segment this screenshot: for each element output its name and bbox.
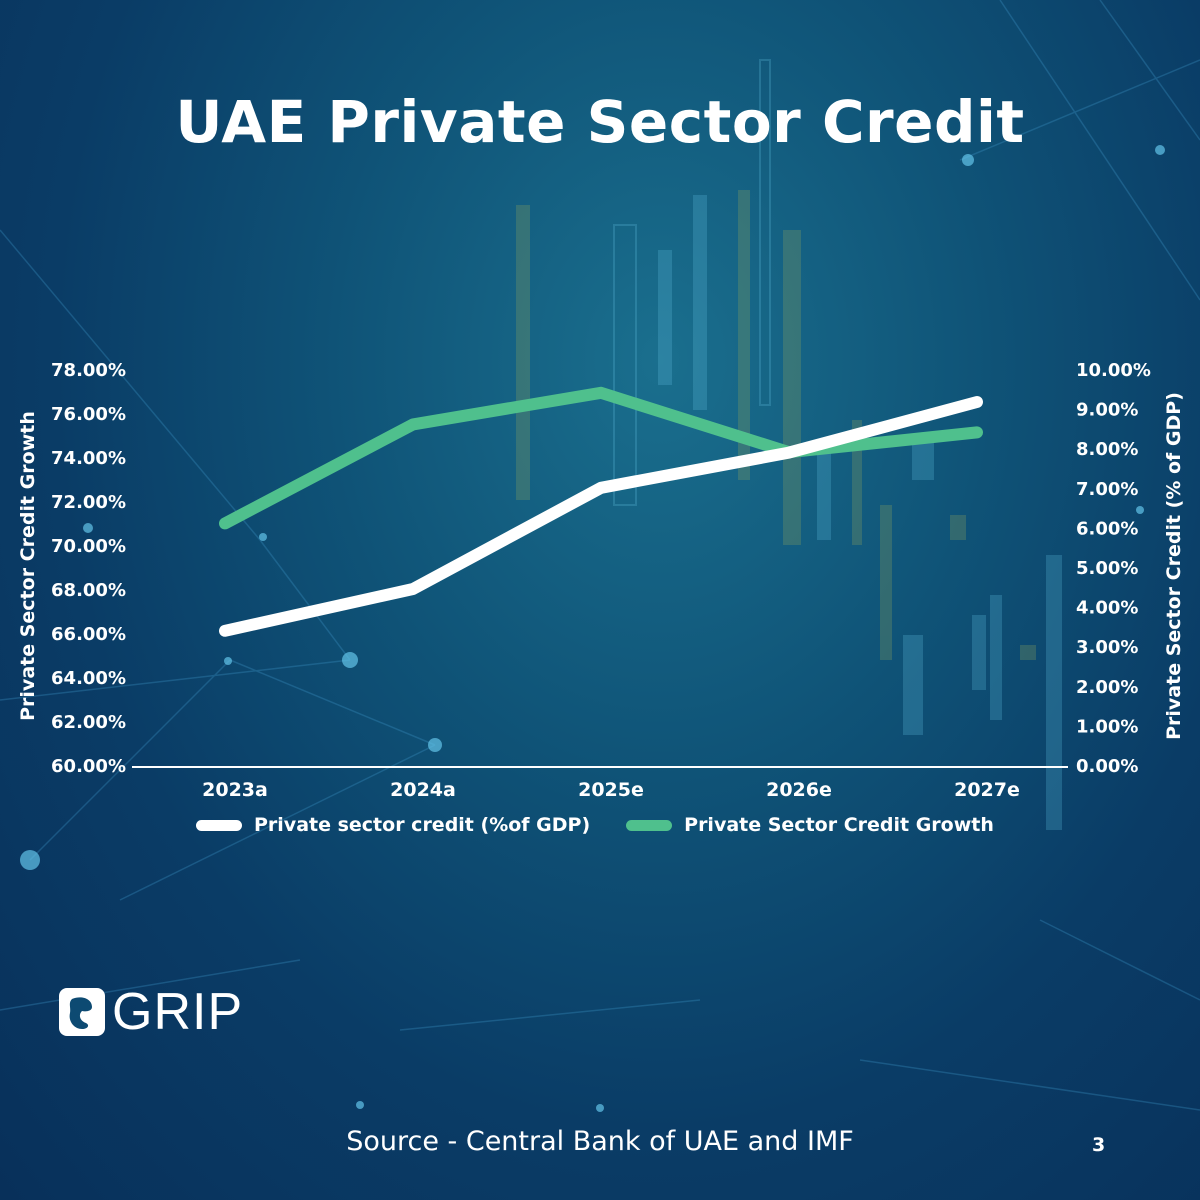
left-tick-label: 76.00% [51,404,126,425]
right-tick-label: 5.00% [1076,558,1138,579]
left-tick-label: 72.00% [51,492,126,513]
legend-item-credit-gdp: Private sector credit (%of GDP) [196,814,590,836]
x-tick-label: 2024a [390,779,456,801]
right-tick-label: 9.00% [1076,400,1138,421]
right-tick-label: 8.00% [1076,439,1138,460]
right-axis-label: Private Sector Credit (% of GDP) [1163,392,1185,740]
x-tick-label: 2027e [954,779,1020,801]
x-tick-label: 2023a [202,779,268,801]
x-tick-label: 2026e [766,779,832,801]
series-line-credit-growth [219,386,983,530]
grip-logo-text: GRIP [112,983,244,1041]
left-tick-label: 62.00% [51,712,126,733]
chart-legend: Private sector credit (%of GDP) Private … [196,814,1030,836]
left-tick-label: 70.00% [51,536,126,557]
left-axis-ticks: 78.00% 76.00% 74.00% 72.00% 70.00% 68.00% 66.0… [51,360,126,777]
left-tick-label: 66.00% [51,624,126,645]
left-tick-label: 64.00% [51,668,126,689]
right-tick-label: 7.00% [1076,479,1138,500]
left-tick-label: 68.00% [51,580,126,601]
source-note: Source - Central Bank of UAE and IMF [346,1126,854,1157]
legend-swatch-credit-gdp [196,819,242,831]
right-tick-label: 4.00% [1076,598,1138,619]
legend-label-credit-gdp: Private sector credit (%of GDP) [254,814,591,836]
page-number: 3 [1092,1134,1106,1156]
right-tick-label: 0.00% [1076,756,1138,777]
x-axis-ticks: 2023a 2024a 2025e 2026e 2027e [202,779,1020,801]
series-line-credit-gdp [219,396,983,637]
left-tick-label: 60.00% [51,756,126,777]
left-tick-label: 74.00% [51,448,126,469]
legend-swatch-credit-growth [626,819,673,831]
chart-title: UAE Private Sector Credit [175,88,1025,156]
left-tick-label: 78.00% [51,360,126,381]
right-tick-label: 10.00% [1076,360,1151,381]
grip-logo: GRIP [58,986,243,1038]
legend-item-credit-growth: Private Sector Credit Growth [626,814,994,836]
grip-logo-icon [59,988,105,1036]
right-tick-label: 1.00% [1076,716,1138,737]
x-tick-label: 2025e [578,779,644,801]
series-layer [219,386,983,637]
right-tick-label: 2.00% [1076,677,1138,698]
right-tick-label: 3.00% [1076,637,1138,658]
left-axis-label: Private Sector Credit Growth [17,411,39,721]
right-axis-ticks: 10.00% 9.00% 8.00% 7.00% 6.00% 5.00% 4.00% 3.00… [1076,360,1151,777]
legend-label-credit-growth: Private Sector Credit Growth [684,814,994,836]
right-tick-label: 6.00% [1076,518,1138,539]
